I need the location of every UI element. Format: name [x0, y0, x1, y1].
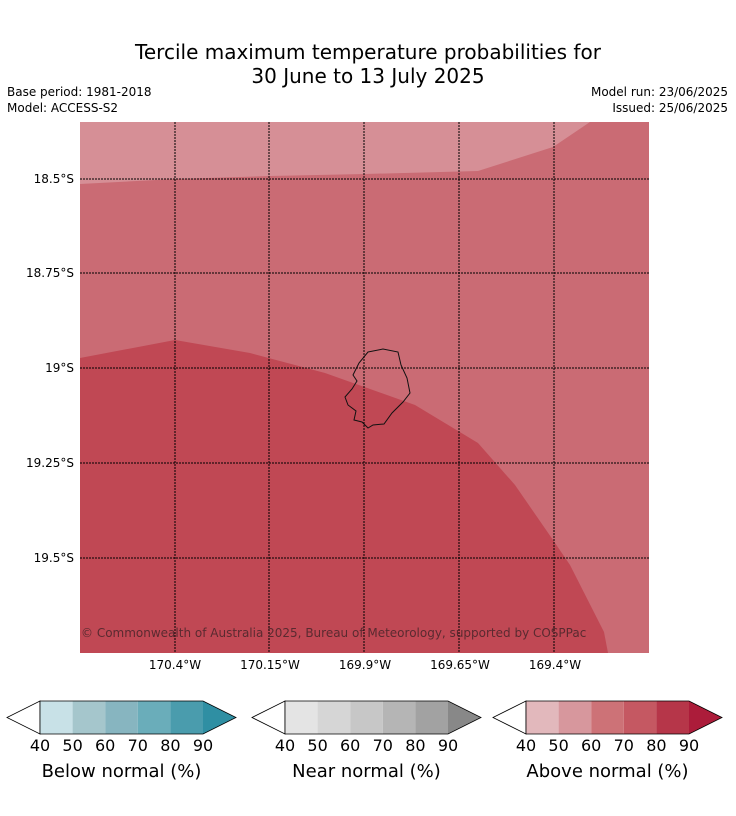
- colorbar-segment: [591, 701, 624, 734]
- base-period-text: Base period: 1981-2018: [7, 85, 152, 99]
- lon-label: 170.15°W: [240, 658, 300, 672]
- below-normal-colorbar: [6, 700, 237, 735]
- colorbar-tick-label: 80: [646, 736, 667, 755]
- colorbar-extend-low: [492, 700, 527, 735]
- colorbar-tick-label: 60: [95, 736, 116, 755]
- region-70-80-percent: [80, 340, 608, 653]
- colorbar-tick-label: 70: [127, 736, 148, 755]
- colorbar-extend-low: [251, 700, 286, 735]
- colorbar-segment: [317, 701, 351, 734]
- model-text: Model: ACCESS-S2: [7, 101, 119, 115]
- colorbar-tick-label: 80: [405, 736, 426, 755]
- colorbar-segment: [415, 701, 448, 734]
- colorbar-segment: [350, 701, 383, 734]
- colorbar-extend-high: [689, 701, 722, 734]
- lon-label: 169.9°W: [339, 658, 391, 672]
- colorbar-segment: [285, 701, 318, 734]
- colorbar-segment: [105, 701, 138, 734]
- colorbar-tick-label: 40: [515, 736, 537, 755]
- colorbar-segment: [526, 701, 559, 734]
- colorbar-tick-label: 40: [274, 736, 296, 755]
- colorbar-segment: [382, 701, 416, 734]
- colorbar-tick-label: 80: [160, 736, 181, 755]
- lat-label: 18.5°S: [34, 172, 74, 186]
- colorbar-label: Near normal (%): [292, 761, 441, 782]
- copyright-text: © Commonwealth of Australia 2025, Bureau…: [81, 626, 586, 640]
- colorbar-segment: [656, 701, 689, 734]
- colorbar-tick-label: 70: [613, 736, 634, 755]
- colorbar-outline: [39, 700, 237, 735]
- colorbar-segment: [170, 701, 203, 734]
- island-outline: [344, 348, 411, 429]
- colorbar-segment: [72, 701, 106, 734]
- colorbar-segment: [623, 701, 657, 734]
- lat-label: 19°S: [45, 361, 74, 375]
- above-normal-colorbar: [492, 700, 723, 735]
- lon-label: 170.4°W: [149, 658, 201, 672]
- colorbar-tick-label: 60: [340, 736, 361, 755]
- colorbar-tick-label: 60: [581, 736, 602, 755]
- colorbar-segment: [40, 701, 73, 734]
- model-run-text: Model run: 23/06/2025: [590, 85, 728, 99]
- colorbar-tick-label: 90: [192, 736, 214, 755]
- colorbar-extend-low: [6, 700, 41, 735]
- colorbar-outline: [284, 700, 482, 735]
- near-normal-colorbar: [251, 700, 482, 735]
- colorbar-outline: [525, 700, 723, 735]
- lon-label: 169.4°W: [529, 658, 581, 672]
- colorbar-label: Above normal (%): [526, 761, 689, 782]
- colorbar-segment: [137, 701, 171, 734]
- colorbar-tick-label: 90: [678, 736, 700, 755]
- map-title-line-1: Tercile maximum temperature probabilitie…: [135, 40, 601, 64]
- lat-label: 19.25°S: [26, 456, 74, 470]
- colorbar-label: Below normal (%): [41, 761, 202, 782]
- lon-label: 169.65°W: [430, 658, 490, 672]
- graticule: [80, 122, 649, 653]
- colorbar-extend-high: [448, 701, 481, 734]
- colorbar-tick-label: 50: [548, 736, 569, 755]
- colorbar-extend-high: [203, 701, 236, 734]
- colorbar-tick-label: 70: [372, 736, 393, 755]
- colorbar-segment: [558, 701, 592, 734]
- lat-label: 18.75°S: [26, 266, 74, 280]
- colorbar-tick-label: 50: [307, 736, 328, 755]
- colorbar-tick-label: 90: [437, 736, 459, 755]
- lat-label: 19.5°S: [34, 551, 74, 565]
- colorbar-tick-label: 50: [62, 736, 83, 755]
- issued-text: Issued: 25/06/2025: [612, 101, 728, 115]
- colorbar-tick-label: 40: [29, 736, 51, 755]
- map-title-line-2: 30 June to 13 July 2025: [251, 64, 485, 88]
